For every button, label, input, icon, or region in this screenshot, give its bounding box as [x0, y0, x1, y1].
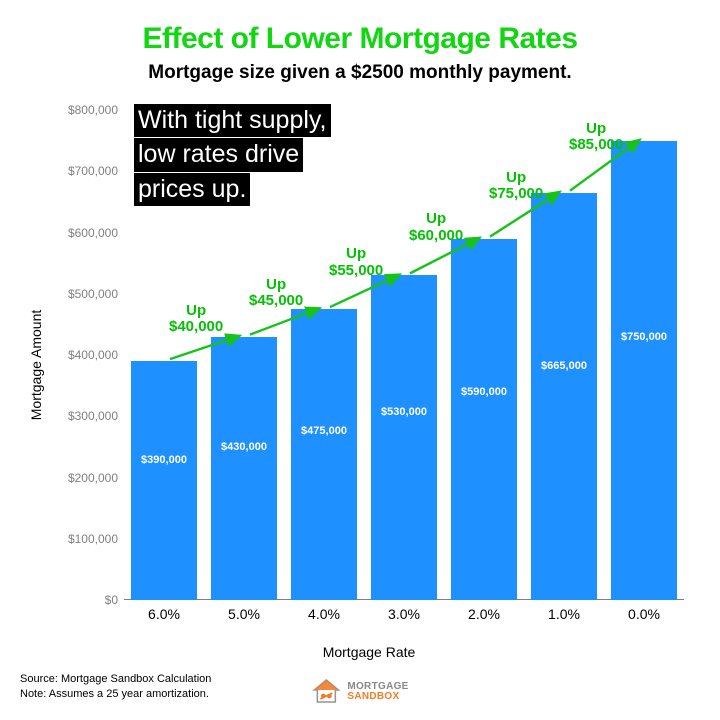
- annotation-line: prices up.: [134, 173, 250, 206]
- footer-notes: Source: Mortgage Sandbox Calculation Not…: [20, 672, 211, 702]
- up-label: Up$75,000: [489, 170, 543, 203]
- up-label: Up$45,000: [249, 277, 303, 310]
- x-tick-label: 0.0%: [628, 606, 660, 622]
- y-tick-label: $200,000: [68, 471, 118, 485]
- annotation-line: With tight supply,: [134, 104, 331, 137]
- bar-value-label: $475,000: [301, 425, 347, 437]
- y-tick-label: $0: [105, 593, 118, 607]
- up-label: Up$40,000: [169, 303, 223, 336]
- up-word: Up: [329, 246, 383, 263]
- bar-value-label: $665,000: [541, 360, 587, 372]
- bar: $665,000: [531, 193, 597, 600]
- bar-value-label: $430,000: [221, 441, 267, 453]
- annotation-line: low rates drive: [134, 138, 303, 171]
- bar-value-label: $750,000: [621, 331, 667, 343]
- x-tick-label: 3.0%: [388, 606, 420, 622]
- up-word: Up: [409, 211, 463, 228]
- logo-text: MORTGAGE SANDBOX: [347, 682, 408, 703]
- y-tick-label: $400,000: [68, 348, 118, 362]
- bar: $390,000: [131, 361, 197, 600]
- bar: $475,000: [291, 309, 357, 600]
- up-amount: $60,000: [409, 228, 463, 245]
- x-tick-label: 5.0%: [228, 606, 260, 622]
- logo-top-text: MORTGAGE: [347, 681, 408, 692]
- footer-note: Note: Assumes a 25 year amortization.: [20, 687, 211, 702]
- up-amount: $40,000: [169, 319, 223, 336]
- bar-value-label: $390,000: [141, 454, 187, 466]
- y-axis-label: Mortgage Amount: [28, 310, 44, 421]
- up-word: Up: [569, 121, 623, 138]
- annotation-box: With tight supply,low rates driveprices …: [134, 104, 331, 207]
- bar: $750,000: [611, 141, 677, 600]
- x-tick-label: 1.0%: [548, 606, 580, 622]
- up-amount: $45,000: [249, 293, 303, 310]
- up-amount: $55,000: [329, 263, 383, 280]
- chart-title: Effect of Lower Mortgage Rates: [0, 0, 720, 56]
- x-tick-label: 4.0%: [308, 606, 340, 622]
- bar-column: $530,0003.0%: [364, 110, 444, 600]
- up-word: Up: [169, 303, 223, 320]
- house-icon: [311, 678, 341, 706]
- chart-container: Mortgage Amount $0$100,000$200,000$300,0…: [54, 100, 684, 630]
- x-tick-label: 6.0%: [148, 606, 180, 622]
- brand-logo: MORTGAGE SANDBOX: [311, 678, 408, 706]
- y-tick-label: $500,000: [68, 287, 118, 301]
- bar-column: $750,0000.0%: [604, 110, 684, 600]
- bar: $430,000: [211, 337, 277, 600]
- up-word: Up: [249, 277, 303, 294]
- x-axis-label: Mortgage Rate: [323, 644, 416, 660]
- x-tick-label: 2.0%: [468, 606, 500, 622]
- up-label: Up$55,000: [329, 246, 383, 279]
- y-tick-label: $600,000: [68, 226, 118, 240]
- bar: $590,000: [451, 239, 517, 600]
- up-amount: $85,000: [569, 137, 623, 154]
- y-tick-label: $100,000: [68, 532, 118, 546]
- bar-value-label: $590,000: [461, 386, 507, 398]
- up-word: Up: [489, 170, 543, 187]
- bar-value-label: $530,000: [381, 406, 427, 418]
- chart-subtitle: Mortgage size given a $2500 monthly paym…: [0, 62, 720, 84]
- y-tick-label: $700,000: [68, 164, 118, 178]
- plot-area: $0$100,000$200,000$300,000$400,000$500,0…: [124, 110, 684, 600]
- footer-source: Source: Mortgage Sandbox Calculation: [20, 672, 211, 687]
- bar: $530,000: [371, 275, 437, 600]
- y-tick-label: $800,000: [68, 103, 118, 117]
- up-label: Up$85,000: [569, 121, 623, 154]
- up-label: Up$60,000: [409, 211, 463, 244]
- logo-bottom-text: SANDBOX: [347, 692, 408, 703]
- up-amount: $75,000: [489, 186, 543, 203]
- y-tick-label: $300,000: [68, 409, 118, 423]
